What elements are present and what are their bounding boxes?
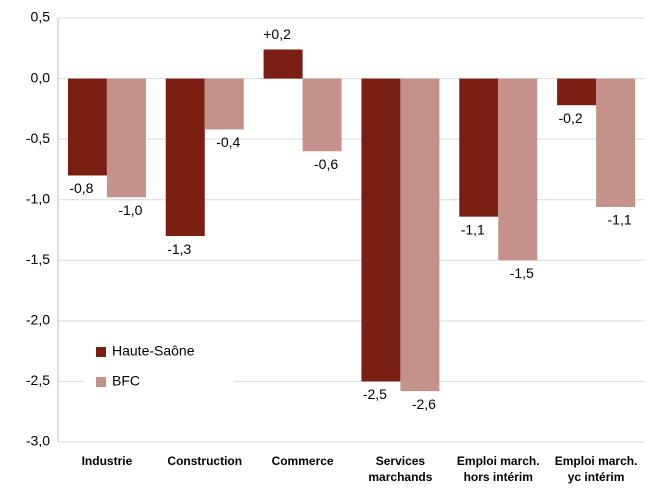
x-tick-label: Emploi march. hors intérim <box>457 454 540 484</box>
legend-background <box>84 334 234 392</box>
bar <box>596 78 636 207</box>
y-tick-label: -3,0 <box>26 433 50 449</box>
legend-label: BFC <box>112 373 140 389</box>
x-tick-label: Services marchands <box>368 454 432 484</box>
value-label: +0,2 <box>263 26 291 42</box>
value-label: -2,6 <box>412 396 436 412</box>
value-label: -1,0 <box>118 202 142 218</box>
y-tick-label: -2,5 <box>26 372 50 388</box>
value-label: -1,5 <box>510 265 534 281</box>
y-tick-label: 0,5 <box>31 9 51 25</box>
value-label: -0,2 <box>559 110 583 126</box>
legend-swatch <box>96 377 106 387</box>
bar <box>165 78 205 237</box>
value-label: -1,1 <box>461 221 485 237</box>
y-tick-label: -1,5 <box>26 251 50 267</box>
legend-swatch <box>96 347 106 357</box>
x-tick-label: Construction <box>167 454 242 468</box>
x-tick-label: Commerce <box>272 454 334 468</box>
legend-label: Haute-Saône <box>112 343 195 359</box>
bar <box>498 78 538 261</box>
bar <box>263 49 303 79</box>
value-label: -0,8 <box>69 180 93 196</box>
y-tick-label: -2,0 <box>26 312 50 328</box>
y-tick-label: -1,0 <box>26 190 50 206</box>
value-label: -2,5 <box>363 386 387 402</box>
bar <box>400 78 440 392</box>
value-label: -0,4 <box>216 134 240 150</box>
value-label: -1,3 <box>167 241 191 257</box>
bar <box>361 78 401 382</box>
y-tick-label: -0,5 <box>26 130 50 146</box>
bar <box>106 78 146 198</box>
y-tick-label: 0,0 <box>31 69 51 85</box>
bar <box>557 78 597 106</box>
bar <box>459 78 499 217</box>
bar <box>302 78 342 152</box>
x-tick-label: Emploi march. yc intérim <box>555 454 638 484</box>
x-tick-label: Industrie <box>82 454 133 468</box>
value-label: -1,1 <box>608 212 632 228</box>
bar <box>67 78 107 176</box>
bar <box>204 78 244 130</box>
value-label: -0,6 <box>314 156 338 172</box>
